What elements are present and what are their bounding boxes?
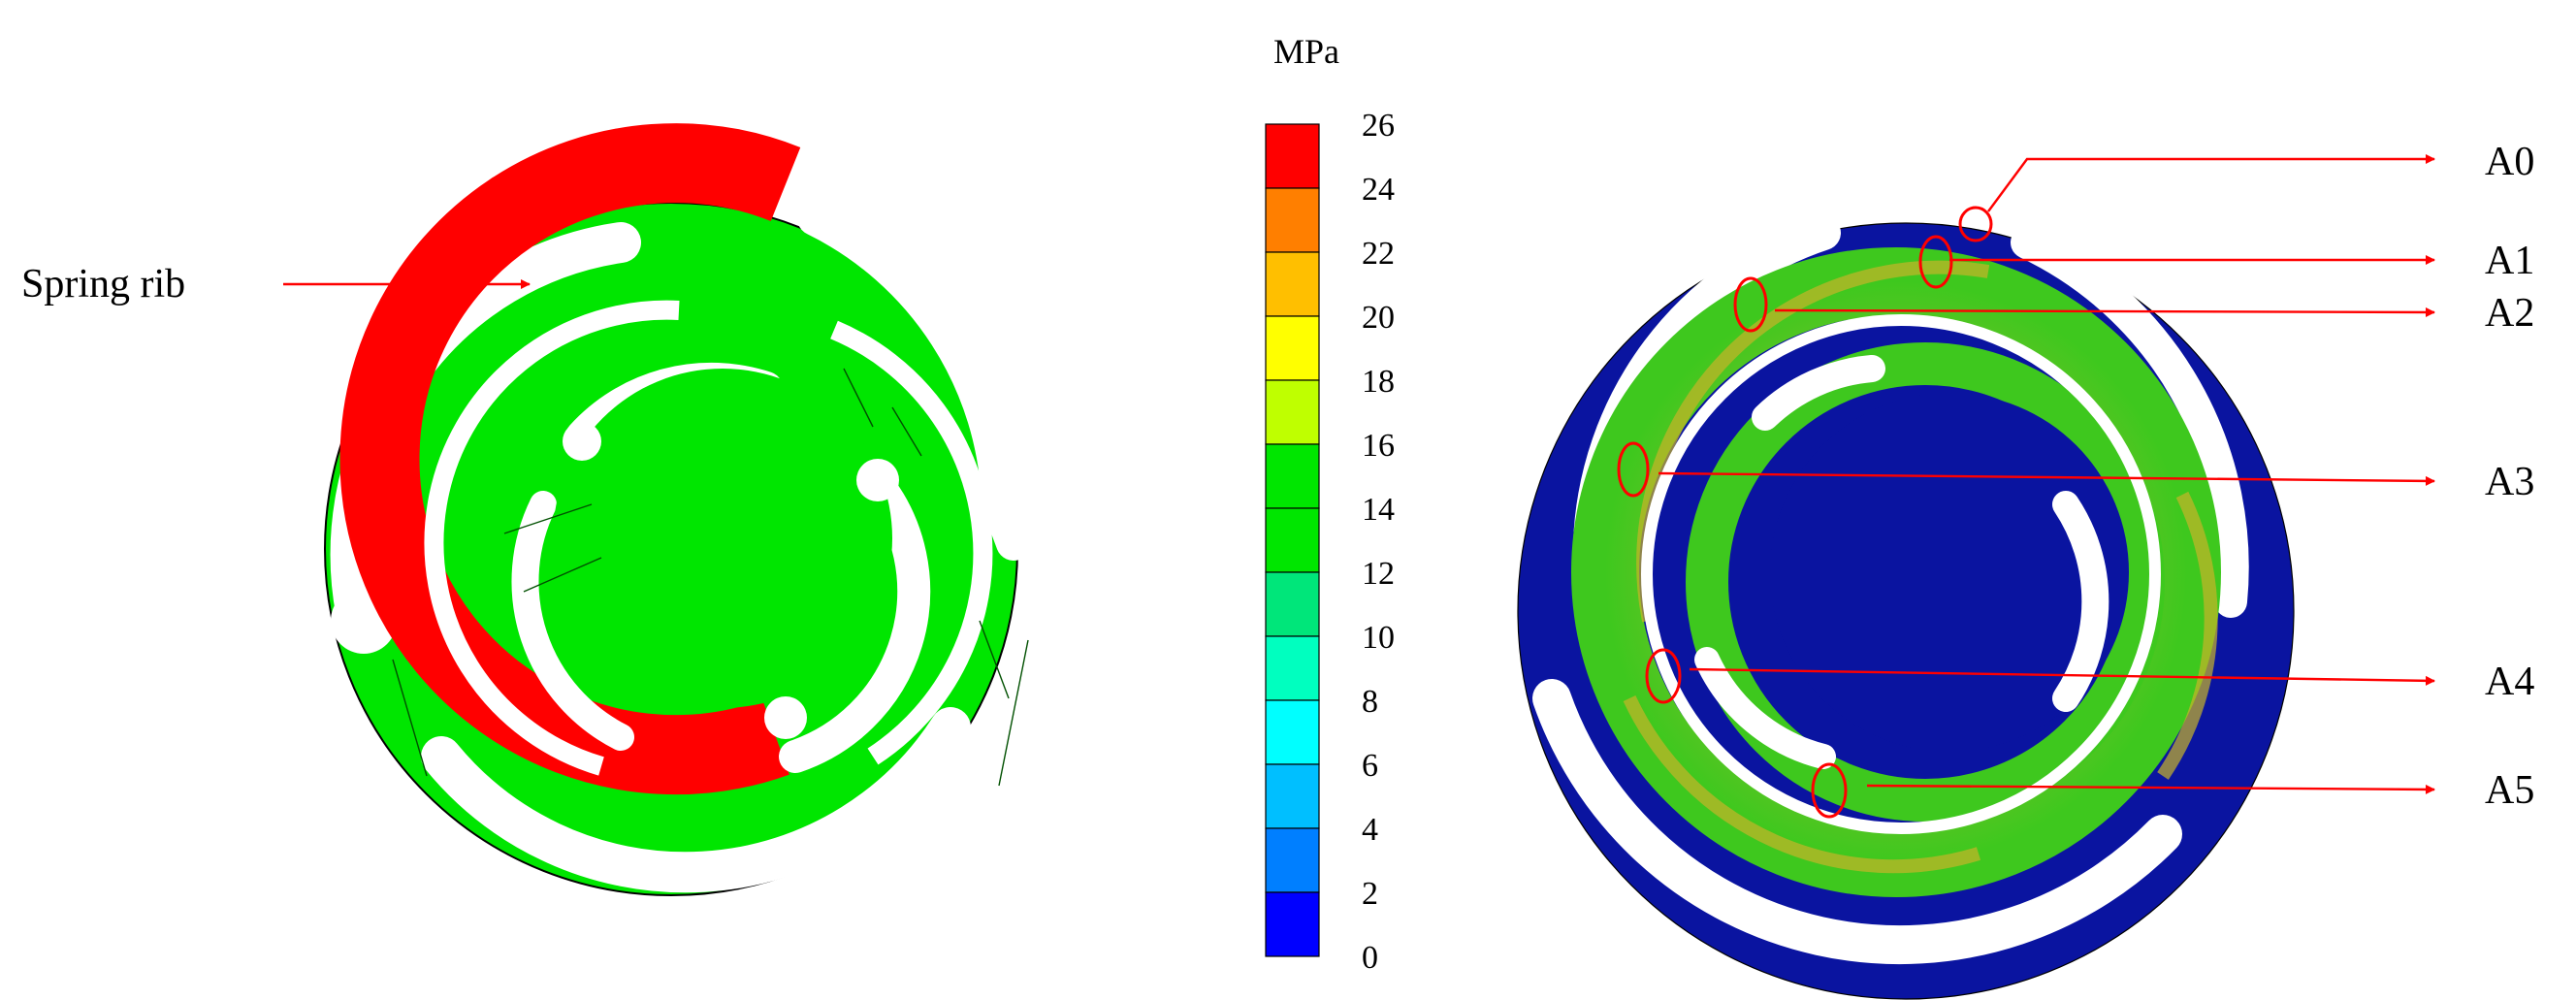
right-hot-band [2157, 491, 2218, 780]
legend-band [1265, 187, 1320, 253]
legend-tick-label: 10 [1362, 620, 1395, 656]
right-inner-ring [1686, 342, 2165, 822]
left-inner-slot [779, 468, 931, 773]
legend-band [1265, 699, 1320, 765]
callout-line [1689, 667, 2435, 686]
right-hub [1770, 393, 2129, 752]
legend-band [1265, 827, 1320, 893]
left-spring-rib [339, 123, 801, 795]
legend-tick-label: 14 [1362, 492, 1395, 528]
spring-rib-label: Spring rib [21, 262, 185, 306]
right-outer-slot [2011, 226, 2249, 618]
legend-tick-label: 0 [1362, 940, 1378, 976]
left-model: Spring rib [21, 123, 1031, 896]
measurement-point-label: A2 [2485, 291, 2534, 336]
legend-band [1265, 379, 1320, 445]
legend-tick-label: 20 [1362, 300, 1395, 336]
legend-band [1265, 251, 1320, 317]
measurement-point-ellipse [1617, 441, 1650, 498]
legend-tick-label: 12 [1362, 556, 1395, 592]
legend-tick-label: 24 [1362, 172, 1395, 208]
legend-band [1265, 315, 1320, 381]
measurement-point-label: A3 [2485, 460, 2534, 504]
measurement-point-label: A4 [2485, 660, 2534, 704]
legend-band [1265, 891, 1320, 957]
callout-line [1866, 784, 2435, 794]
legend-band [1265, 507, 1320, 573]
legend-tick-label: 6 [1362, 748, 1378, 784]
callout-line [1658, 471, 2435, 486]
legend-band [1265, 571, 1320, 637]
legend-band [1265, 443, 1320, 509]
legend-tick-label: 22 [1362, 236, 1395, 272]
left-hub [553, 369, 892, 708]
left-middle-slot [424, 300, 680, 776]
legend-unit: MPa [1273, 32, 1339, 71]
legend-band [1265, 763, 1320, 829]
measurement-point-ellipse [1811, 762, 1848, 819]
callout-line [1987, 154, 2435, 212]
measurement-ellipses [1617, 206, 1993, 819]
callout-line [1774, 306, 2435, 317]
measurement-point-ellipse [1733, 276, 1768, 333]
measurement-point-ellipse [1918, 235, 1953, 289]
legend-tick-label: 16 [1362, 428, 1395, 464]
legend-band [1265, 635, 1320, 701]
right-hot-band [1623, 695, 1981, 874]
left-middle-slot [830, 320, 993, 765]
legend-band [1265, 123, 1320, 189]
measurement-point-label: A1 [2485, 239, 2534, 283]
right-model: A0 A1 A2 A3 A4 A5 [1517, 140, 2534, 1000]
left-inner-slot [511, 491, 634, 751]
measurement-point-label: A5 [2485, 768, 2534, 813]
measurement-point-label: A0 [2485, 140, 2534, 184]
legend-tick-label: 18 [1362, 364, 1395, 400]
left-outer-slot [421, 707, 971, 893]
legend-tick-label: 26 [1362, 108, 1395, 144]
measurement-callouts: A0 A1 A2 A3 A4 A5 [1658, 140, 2534, 813]
legend-tick-label: 8 [1362, 684, 1378, 720]
left-outer-slot [797, 201, 1031, 561]
legend-tick-label: 4 [1362, 812, 1378, 848]
measurement-point-ellipse [1958, 206, 1993, 242]
legend-tick-label: 2 [1362, 876, 1378, 912]
measurement-point-ellipse [1645, 648, 1682, 704]
right-outer-slot [1532, 679, 2182, 965]
legend-bands [1265, 123, 1320, 957]
